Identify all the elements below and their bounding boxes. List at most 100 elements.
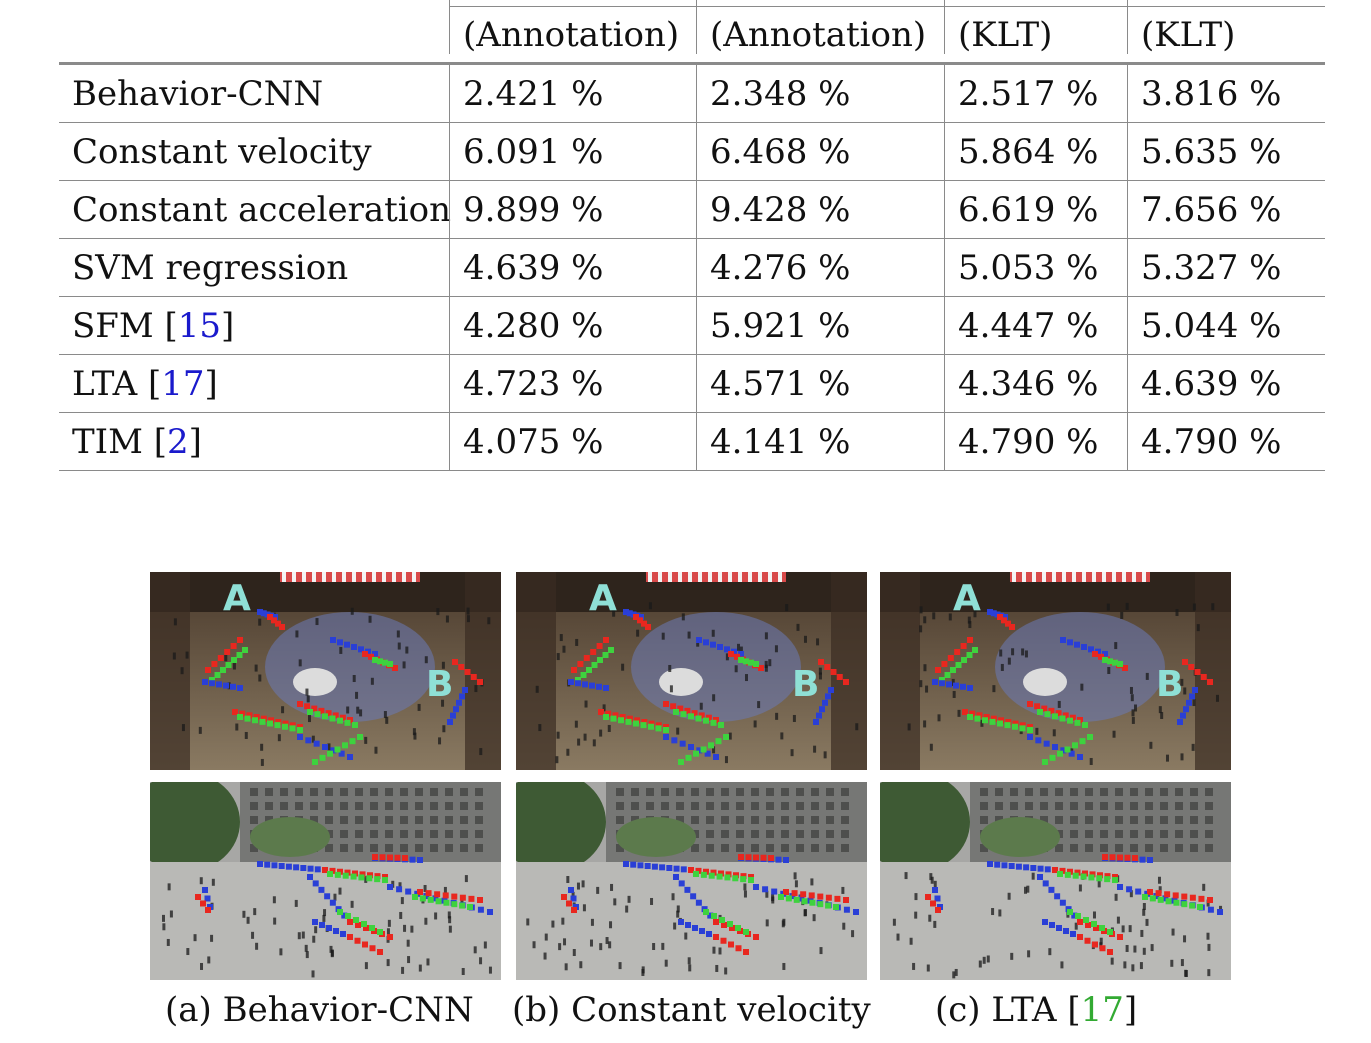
- trajectory-dot: [392, 665, 398, 671]
- pedestrian: [757, 701, 761, 709]
- pedestrian: [1165, 754, 1169, 762]
- method-cell: LTA [17]: [72, 363, 218, 404]
- citation-link[interactable]: 17: [1080, 990, 1124, 1030]
- trajectory-dot: [703, 639, 709, 646]
- trajectory-dot: [1097, 872, 1103, 879]
- trajectory-dot: [1098, 653, 1104, 660]
- pedestrian: [412, 728, 416, 736]
- trajectory-dot: [603, 637, 609, 643]
- trajectory-dot: [570, 895, 577, 902]
- pedestrian: [1007, 892, 1011, 900]
- trajectory-dot: [641, 719, 648, 725]
- trajectory-dot: [1027, 701, 1033, 707]
- pedestrian: [734, 665, 738, 673]
- citation-link[interactable]: 15: [177, 305, 222, 346]
- trajectory-dot: [394, 854, 401, 861]
- trajectory-dot: [623, 609, 629, 615]
- window: [385, 788, 393, 796]
- pedestrian: [258, 674, 262, 682]
- window: [355, 788, 363, 796]
- window: [841, 802, 849, 810]
- trajectory-dot: [467, 904, 473, 910]
- pedestrian: [352, 675, 356, 683]
- window: [430, 830, 438, 838]
- window: [736, 816, 744, 824]
- trajectory-dot: [459, 894, 466, 901]
- trajectory-dot: [242, 647, 248, 653]
- trajectory-dot: [1147, 889, 1153, 895]
- window: [1055, 802, 1063, 810]
- trajectory-dot: [451, 901, 458, 908]
- trajectory-dot: [458, 664, 465, 670]
- pedestrian: [764, 664, 768, 672]
- light-reflection: [631, 612, 801, 722]
- window: [265, 802, 273, 810]
- trajectory-dot: [358, 874, 365, 881]
- window: [826, 788, 834, 796]
- pedestrian: [1171, 928, 1175, 936]
- trajectory-dot: [695, 867, 702, 874]
- window: [1055, 816, 1063, 824]
- street-scene-constant-velocity: [516, 782, 867, 980]
- pedestrian: [589, 939, 593, 947]
- trajectory-dot: [817, 901, 824, 908]
- pedestrian: [551, 920, 555, 928]
- pedestrian: [1106, 603, 1110, 611]
- trajectory-dot: [828, 687, 834, 693]
- trajectory-dot: [1117, 934, 1123, 940]
- citation-link[interactable]: 17: [161, 363, 205, 404]
- pedestrian: [1157, 876, 1161, 884]
- trajectory-dot: [738, 854, 744, 860]
- window: [1100, 788, 1108, 796]
- trajectory-dot: [685, 922, 691, 928]
- pedestrian: [933, 920, 937, 928]
- trajectory-dot: [274, 722, 281, 729]
- window: [826, 844, 834, 852]
- trajectory-dot: [719, 917, 725, 923]
- pedestrian: [1192, 603, 1196, 611]
- pedestrian: [650, 897, 654, 905]
- citation-link[interactable]: 2: [167, 421, 189, 462]
- pedestrian: [952, 690, 956, 698]
- trajectory-dot: [648, 723, 654, 730]
- trajectory-dot: [813, 719, 819, 725]
- pedestrian: [1097, 880, 1101, 888]
- window: [250, 788, 258, 796]
- pedestrian: [207, 956, 211, 964]
- pedestrian: [592, 739, 596, 747]
- window: [736, 802, 744, 810]
- window: [980, 802, 988, 810]
- pedestrian: [436, 608, 440, 616]
- trajectory-dot: [1083, 917, 1089, 923]
- pedestrian: [438, 737, 442, 745]
- window: [766, 844, 774, 852]
- value-cell: 9.899 %: [449, 181, 696, 238]
- window: [355, 830, 363, 838]
- pedestrian: [669, 685, 673, 693]
- pedestrian: [1125, 602, 1129, 610]
- pedestrian: [744, 674, 748, 682]
- trajectory-dot: [618, 717, 624, 724]
- trajectory-dot: [954, 649, 961, 655]
- trajectory-dot: [753, 934, 759, 940]
- caption-c: (c) LTA [17]: [935, 990, 1138, 1030]
- left-wall: [880, 572, 920, 770]
- pedestrian: [973, 610, 977, 618]
- trajectory-dot: [990, 610, 997, 617]
- value-cell: 4.790 %: [944, 413, 1127, 470]
- pedestrian: [1128, 925, 1132, 933]
- window: [676, 816, 684, 824]
- trajectory-dot: [322, 713, 328, 720]
- trajectory-dot: [443, 899, 450, 906]
- trajectory-dot: [987, 609, 993, 615]
- value-cell: 2.517 %: [944, 65, 1127, 122]
- trajectory-dot: [289, 725, 296, 732]
- trajectory-dot: [677, 705, 684, 712]
- trajectory-dot: [644, 863, 651, 869]
- pedestrian: [1000, 663, 1004, 671]
- window: [325, 816, 333, 824]
- window: [1070, 844, 1078, 852]
- window: [1160, 844, 1168, 852]
- trajectory-dot: [638, 614, 644, 620]
